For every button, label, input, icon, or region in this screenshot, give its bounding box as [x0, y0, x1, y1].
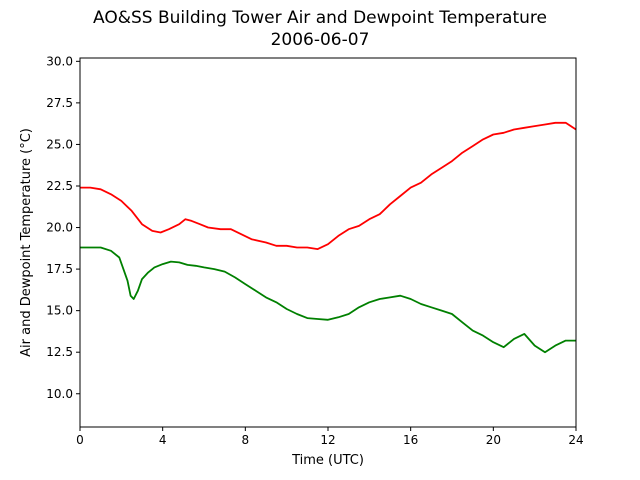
x-tick-label-24: 24 — [568, 433, 583, 447]
chart-subtitle: 2006-06-07 — [270, 30, 370, 50]
y-axis-label: Air and Dewpoint Temperature (°C) — [18, 128, 34, 357]
chart-title: AO&SS Building Tower Air and Dewpoint Te… — [92, 8, 547, 28]
series-line-2 — [80, 246, 576, 354]
x-tick-label-4: 4 — [159, 433, 167, 447]
x-axis-label: Time (UTC) — [292, 453, 364, 468]
plot-frame — [79, 57, 577, 428]
y-tick-label-30: 30.0 — [46, 54, 73, 68]
y-tick-label-17.5: 17.5 — [46, 262, 73, 276]
y-tick-label-22.5: 22.5 — [46, 179, 73, 193]
y-tick-label-20: 20.0 — [46, 221, 73, 235]
x-tick-label-8: 8 — [242, 433, 250, 447]
series-line-1 — [80, 121, 577, 251]
x-tick-label-20: 20 — [486, 433, 501, 447]
y-tick-label-25: 25.0 — [46, 137, 73, 151]
x-tick-label-16: 16 — [403, 433, 418, 447]
y-tick-label-10: 10.0 — [46, 387, 73, 401]
y-tick-label-12.5: 12.5 — [46, 345, 73, 359]
x-tick-label-0: 0 — [76, 433, 84, 447]
y-tick-label-15: 15.0 — [46, 304, 73, 318]
x-tick-label-12: 12 — [320, 433, 335, 447]
y-tick-label-27.5: 27.5 — [46, 96, 73, 110]
